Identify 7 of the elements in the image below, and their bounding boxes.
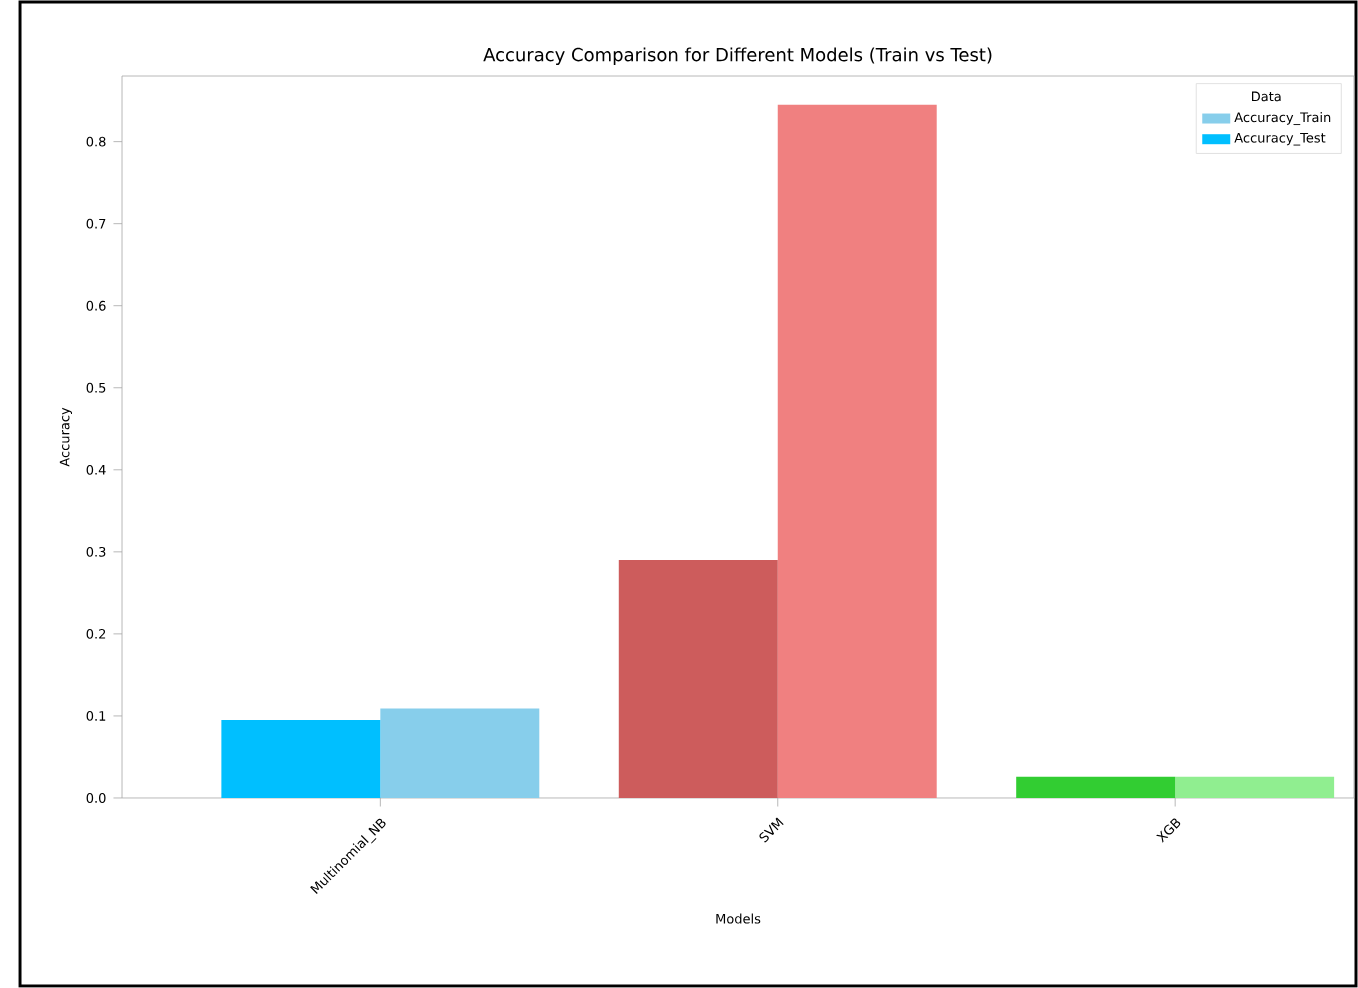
bar xyxy=(380,708,540,798)
bar xyxy=(1016,776,1176,798)
bar xyxy=(1175,776,1335,798)
bar xyxy=(618,560,778,798)
bar xyxy=(777,104,937,798)
bar xyxy=(221,720,381,798)
chart-title: Accuracy Comparison for Different Models (Train vs Test) xyxy=(483,47,992,65)
